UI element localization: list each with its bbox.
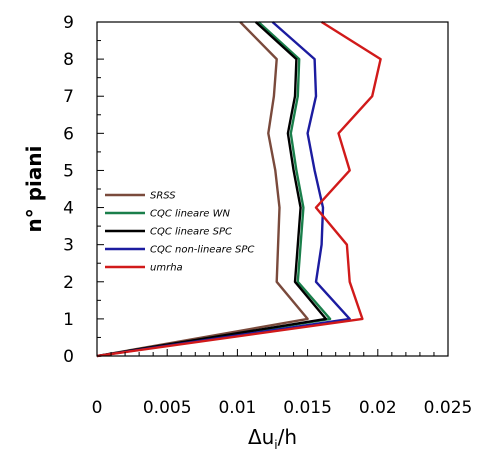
y-tick-label: 4 bbox=[63, 199, 74, 219]
y-tick-label: 0 bbox=[63, 347, 74, 367]
legend-label-0: SRSS bbox=[150, 191, 176, 202]
y-tick-label: 3 bbox=[63, 236, 74, 256]
series-line-2 bbox=[96, 21, 328, 358]
x-tick-label: 0.015 bbox=[283, 398, 332, 418]
x-axis-title-tail: /h bbox=[278, 425, 297, 449]
y-axis-title: n° piani bbox=[22, 146, 46, 233]
legend-label-1: CQC lineare WN bbox=[150, 209, 231, 220]
x-axis-title: Δui/h bbox=[248, 425, 297, 451]
x-tick-label: 0.005 bbox=[143, 398, 192, 418]
series-line-4 bbox=[96, 20, 382, 358]
y-tick-label: 5 bbox=[63, 161, 74, 181]
legend-label-4: umrha bbox=[150, 263, 183, 274]
legend-label-3: CQC non-lineare SPC bbox=[150, 245, 254, 256]
plot-frame bbox=[96, 21, 449, 357]
y-tick-label: 9 bbox=[63, 13, 74, 33]
plot-lines bbox=[96, 20, 382, 358]
y-tick-label: 7 bbox=[63, 87, 74, 107]
y-tick-label: 6 bbox=[63, 124, 74, 144]
series-line-0 bbox=[96, 21, 309, 358]
y-tick-label: 1 bbox=[63, 310, 74, 330]
series-line-3 bbox=[96, 21, 351, 358]
x-tick-label: 0.02 bbox=[359, 398, 397, 418]
x-tick-label: 0.025 bbox=[424, 398, 473, 418]
ticks: 0 0.005 0.01 0.015 0.02 0.025 0 1 2 3 4 5 6 7 8 9 bbox=[63, 13, 472, 418]
x-tick-label: 0.01 bbox=[218, 398, 256, 418]
y-tick-label: 2 bbox=[63, 273, 74, 293]
legend-label-2: CQC lineare SPC bbox=[150, 227, 232, 238]
y-tick-label: 8 bbox=[63, 50, 74, 70]
series-line-1 bbox=[96, 21, 332, 358]
x-axis-title-sub: i bbox=[274, 438, 277, 451]
x-tick-label: 0 bbox=[92, 398, 103, 418]
legend: SRSS CQC lineare WN CQC lineare SPC CQC non… bbox=[105, 191, 254, 274]
x-axis-title-main: Δu bbox=[248, 425, 274, 449]
